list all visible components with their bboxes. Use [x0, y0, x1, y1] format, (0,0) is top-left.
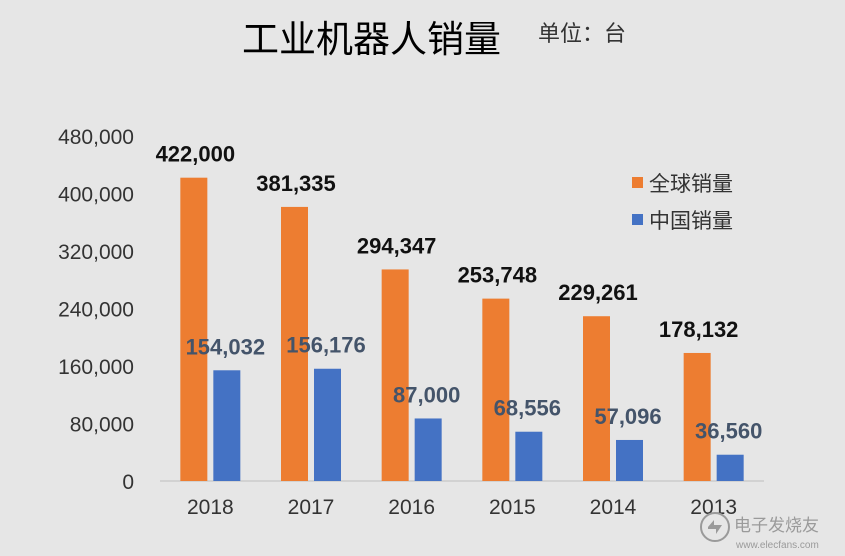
- legend-swatch: [632, 214, 643, 225]
- data-label-china: 87,000: [393, 382, 460, 407]
- data-label-china: 156,176: [286, 333, 366, 358]
- data-label-global: 178,132: [659, 317, 739, 342]
- y-tick-label: 0: [122, 471, 134, 494]
- bar-global: [281, 206, 308, 481]
- bar-global: [683, 352, 711, 481]
- bar-global: [381, 269, 409, 481]
- data-label-global: 294,347: [357, 233, 437, 258]
- bar-china: [314, 368, 341, 481]
- data-label-global: 422,000: [156, 142, 236, 167]
- data-labels: 422,000 154,032 381,335 156,176 294,347 87,00…: [156, 142, 763, 444]
- y-tick-label: 320,000: [58, 241, 134, 264]
- watermark-url: www.elecfans.com: [735, 540, 819, 551]
- chart-title: 工业机器人销量: [242, 18, 501, 61]
- x-tick-label: 2013: [690, 496, 737, 519]
- bar-china: [213, 370, 241, 481]
- watermark: 电子发烧友 www.elecfans.com: [700, 512, 819, 551]
- data-label-global: 229,261: [558, 280, 638, 305]
- bar-china: [414, 418, 442, 481]
- y-tick-label: 400,000: [58, 184, 134, 207]
- x-tick-label: 2016: [388, 496, 435, 519]
- data-label-china: 154,032: [186, 334, 266, 359]
- legend-label: 全球销量: [649, 172, 733, 196]
- y-tick-label: 480,000: [58, 126, 134, 149]
- data-label-china: 68,556: [494, 396, 561, 421]
- bar-global: [583, 316, 610, 481]
- x-tick-label: 2017: [288, 496, 335, 519]
- bar-china: [515, 431, 543, 481]
- bar-china: [716, 454, 744, 481]
- x-tick-label: 2015: [489, 496, 536, 519]
- legend-swatch: [632, 177, 643, 188]
- data-label-china: 57,096: [594, 404, 661, 429]
- x-axis-ticks: 2018 2017 2016 2015 2014 2013: [187, 496, 737, 519]
- x-tick-label: 2014: [590, 496, 637, 519]
- y-tick-label: 80,000: [70, 414, 134, 437]
- y-tick-label: 240,000: [58, 299, 134, 322]
- chart-subtitle: 单位：台: [538, 22, 626, 47]
- data-label-global: 381,335: [256, 171, 336, 196]
- x-tick-label: 2018: [187, 496, 234, 519]
- data-label-china: 36,560: [695, 419, 762, 444]
- elecfans-logo-icon: [700, 512, 730, 542]
- bar-global: [180, 177, 208, 481]
- bars: [180, 177, 744, 481]
- bar-global: [482, 298, 510, 481]
- y-axis-ticks: 0 80,000 160,000 240,000 320,000 400,000 480,0…: [58, 126, 134, 494]
- legend-label: 中国销量: [649, 209, 733, 233]
- bar-china: [616, 439, 643, 481]
- watermark-text: 电子发烧友: [734, 516, 819, 536]
- y-tick-label: 160,000: [58, 356, 134, 379]
- data-label-global: 253,748: [458, 263, 538, 288]
